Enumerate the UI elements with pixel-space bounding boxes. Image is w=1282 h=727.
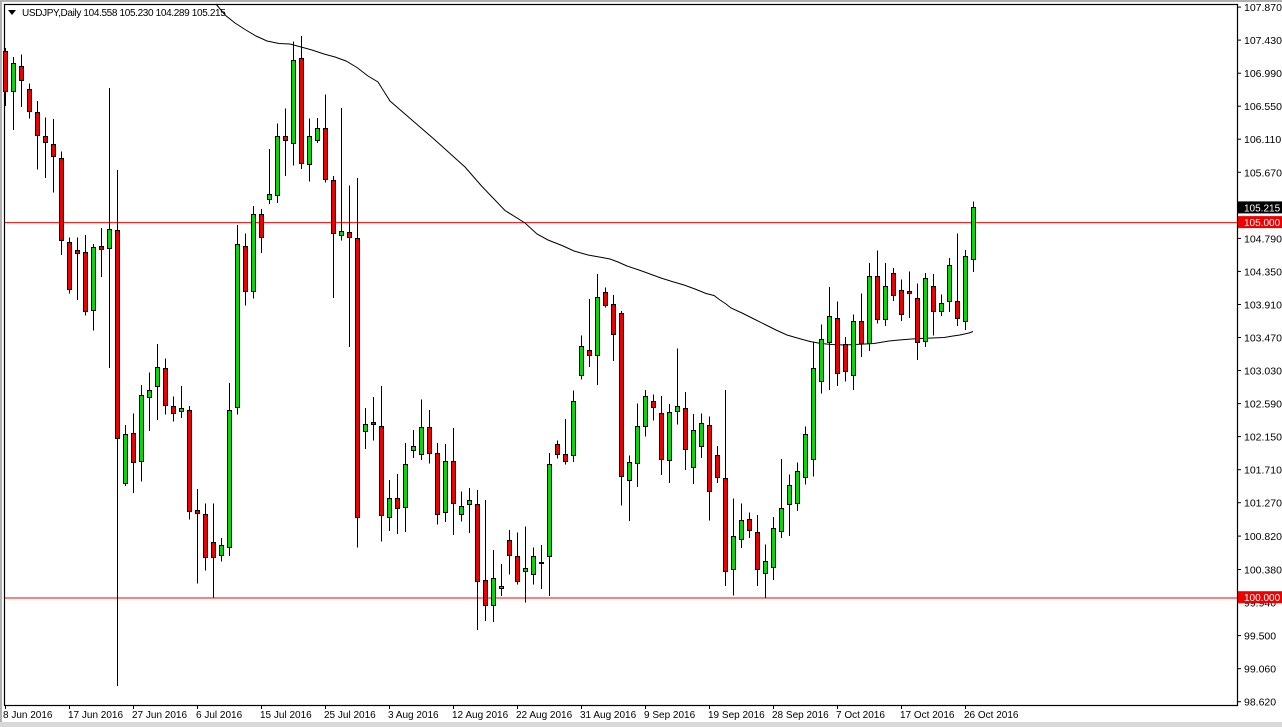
svg-text:22 Aug 2016: 22 Aug 2016 [516, 710, 573, 721]
svg-text:17 Oct 2016: 17 Oct 2016 [900, 710, 955, 721]
svg-text:15 Jul 2016: 15 Jul 2016 [260, 710, 312, 721]
svg-text:104.350: 104.350 [1244, 266, 1282, 278]
svg-text:107.870: 107.870 [1244, 2, 1282, 14]
svg-text:100.820: 100.820 [1244, 531, 1282, 543]
svg-text:103.910: 103.910 [1244, 300, 1282, 312]
svg-text:9 Sep 2016: 9 Sep 2016 [644, 710, 696, 721]
svg-text:26 Oct 2016: 26 Oct 2016 [964, 710, 1019, 721]
svg-text:101.270: 101.270 [1244, 498, 1282, 510]
svg-text:100.000: 100.000 [1244, 593, 1281, 604]
svg-text:12 Aug 2016: 12 Aug 2016 [452, 710, 509, 721]
svg-text:102.590: 102.590 [1244, 399, 1282, 411]
svg-text:105.000: 105.000 [1244, 218, 1281, 229]
svg-text:106.110: 106.110 [1244, 134, 1281, 146]
svg-text:6 Jul 2016: 6 Jul 2016 [196, 710, 243, 721]
svg-text:100.380: 100.380 [1244, 565, 1282, 577]
svg-text:101.710: 101.710 [1244, 465, 1282, 477]
svg-text:17 Jun 2016: 17 Jun 2016 [68, 710, 123, 721]
svg-text:8 Jun 2016: 8 Jun 2016 [3, 710, 53, 721]
svg-text:98.620: 98.620 [1244, 697, 1276, 709]
svg-text:31 Aug 2016: 31 Aug 2016 [580, 710, 637, 721]
svg-text:106.550: 106.550 [1244, 101, 1282, 113]
svg-text:103.470: 103.470 [1244, 333, 1282, 345]
svg-text:28 Sep 2016: 28 Sep 2016 [772, 710, 829, 721]
svg-text:19 Sep 2016: 19 Sep 2016 [708, 710, 765, 721]
svg-text:107.430: 107.430 [1244, 35, 1282, 47]
svg-text:103.030: 103.030 [1244, 366, 1282, 378]
svg-text:99.500: 99.500 [1244, 631, 1276, 643]
svg-text:106.990: 106.990 [1244, 68, 1282, 80]
svg-text:105.215: 105.215 [1244, 203, 1281, 214]
svg-text:27 Jun 2016: 27 Jun 2016 [132, 710, 187, 721]
svg-text:104.790: 104.790 [1244, 233, 1282, 245]
svg-text:102.150: 102.150 [1244, 432, 1282, 444]
svg-text:7 Oct 2016: 7 Oct 2016 [836, 710, 885, 721]
svg-text:99.060: 99.060 [1244, 664, 1276, 676]
svg-text:3 Aug 2016: 3 Aug 2016 [388, 710, 439, 721]
svg-text:25 Jul 2016: 25 Jul 2016 [324, 710, 376, 721]
svg-text:USDJPY,Daily 104.558 105.230: USDJPY,Daily 104.558 105.230 104.289 105… [22, 8, 226, 19]
svg-text:105.670: 105.670 [1244, 167, 1282, 179]
